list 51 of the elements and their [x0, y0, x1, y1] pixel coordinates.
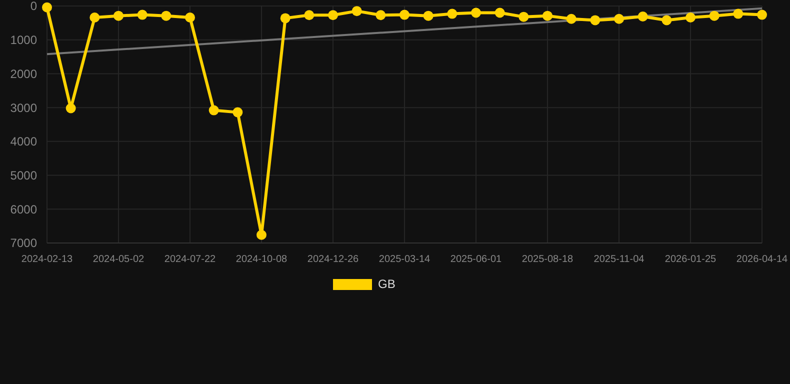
point [304, 10, 314, 20]
y-tick-label: 6000 [10, 202, 38, 216]
x-tick-label: 2024-02-13 [21, 254, 74, 265]
point [376, 10, 386, 20]
point [256, 230, 266, 240]
point [137, 10, 148, 20]
point [662, 15, 672, 26]
point [280, 13, 290, 24]
point [328, 10, 338, 20]
point [208, 105, 219, 116]
y-tick-label: 7000 [10, 236, 38, 250]
legend-label: GB [378, 277, 396, 292]
point [232, 107, 243, 118]
x-tick-label: 2025-06-01 [450, 254, 502, 265]
y-tick-label: 3000 [10, 100, 38, 115]
point [447, 8, 458, 19]
point [352, 6, 362, 16]
point [494, 8, 505, 18]
x-tick-label: 2024-10-08 [236, 254, 288, 265]
x-tick-label: 2025-11-04 [594, 254, 645, 265]
point [614, 14, 624, 24]
y-tick-label: 5000 [10, 168, 38, 182]
x-tick-label: 2024-05-02 [92, 254, 145, 265]
point [66, 103, 76, 114]
point [686, 12, 696, 23]
y-tick-label: 2000 [10, 66, 38, 81]
point [423, 10, 434, 21]
point [757, 10, 767, 20]
point [590, 15, 600, 26]
y-tick-label: 4000 [10, 134, 38, 149]
x-tick-label: 2025-08-18 [522, 254, 574, 265]
point [185, 12, 195, 23]
point [400, 10, 410, 20]
point [161, 10, 172, 21]
point [42, 2, 52, 12]
y-tick-label: 1000 [10, 33, 38, 48]
point [709, 10, 720, 21]
point [471, 8, 481, 18]
point [733, 8, 744, 19]
point [518, 12, 529, 22]
x-tick-label: 2024-07-22 [164, 254, 216, 265]
point [542, 10, 552, 21]
x-tick-label: 2026-04-14 [736, 254, 788, 265]
x-tick-label: 2026-01-25 [664, 254, 717, 265]
point [566, 14, 576, 24]
point [90, 12, 100, 23]
y-tick-label: 0 [30, 0, 38, 14]
x-tick-label: 2024-12-26 [307, 254, 360, 265]
point [638, 11, 648, 22]
x-tick-label: 2025-03-14 [378, 254, 431, 265]
point [114, 10, 124, 21]
